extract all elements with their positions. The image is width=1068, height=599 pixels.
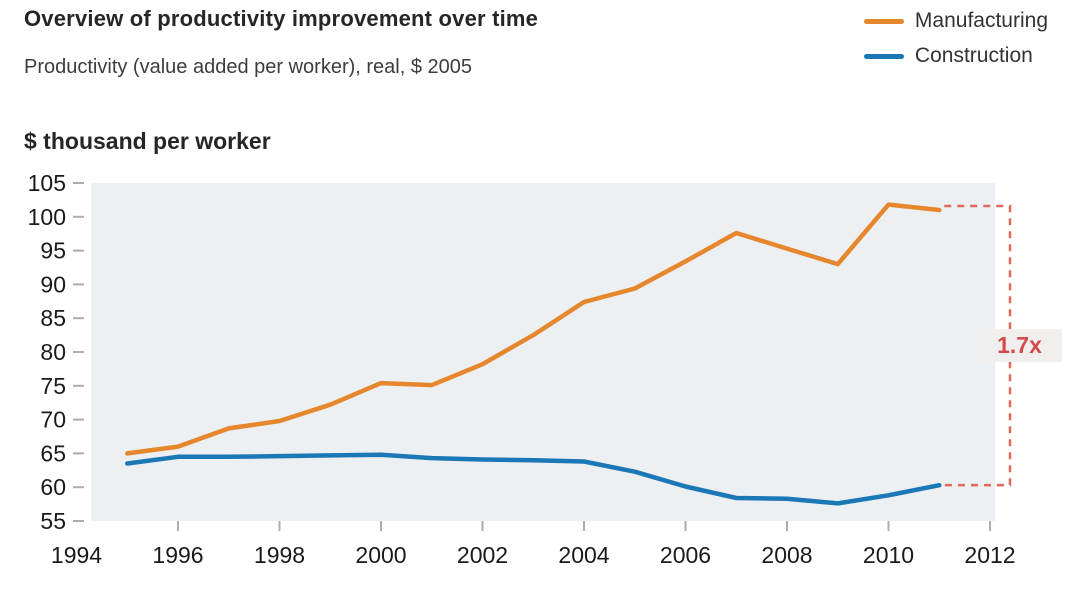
x-axis-tick-label: 1996 [152, 542, 203, 568]
legend-label-construction: Construction [914, 44, 1033, 67]
chart-header: Overview of productivity improvement ove… [24, 6, 538, 79]
series-line-construction [125, 452, 942, 506]
y-axis-tick-label: 60 [40, 474, 66, 500]
y-axis-tick-label: 85 [40, 305, 66, 331]
x-axis-tick-label: 2012 [964, 542, 1015, 568]
y-axis-tick-label: 80 [40, 339, 66, 365]
y-axis-tick-label: 70 [40, 407, 66, 433]
legend-label-manufacturing: Manufacturing [914, 9, 1048, 32]
page-title: Overview of productivity improvement ove… [24, 6, 539, 31]
plot-area-background [91, 183, 995, 521]
y-axis-tick-label: 55 [40, 508, 66, 534]
x-axis-tick-label: 2002 [457, 542, 508, 568]
x-axis-tick-label: 1998 [254, 542, 305, 568]
series-line-manufacturing [125, 202, 942, 456]
y-axis-tick-label: 90 [40, 271, 66, 297]
x-axis-tick-label: 1994 [51, 542, 102, 568]
y-axis-tick-label: 65 [40, 440, 66, 466]
x-axis-tick-label: 2004 [558, 542, 609, 568]
x-axis-tick-label: 2008 [761, 542, 812, 568]
legend-item-construction: Construction [863, 43, 1048, 69]
y-axis-tick-label: 95 [40, 238, 66, 264]
legend-item-manufacturing: Manufacturing [863, 8, 1048, 34]
construction-line-swatch [863, 53, 904, 59]
x-axis-tick-label: 2006 [660, 542, 711, 568]
x-axis-tick-label: 2000 [355, 542, 406, 568]
x-axis-tick-label: 2010 [863, 542, 914, 568]
y-axis-tick-label: 75 [40, 373, 66, 399]
chart-legend: Manufacturing Construction [863, 8, 1048, 69]
page-subtitle: Productivity (value added per worker), r… [24, 56, 473, 78]
manufacturing-line-swatch [863, 18, 904, 24]
y-axis-title: $ thousand per worker [24, 128, 271, 154]
y-axis-tick-label: 100 [28, 204, 66, 230]
y-axis-tick-label: 105 [28, 170, 66, 196]
ratio-annotation-badge: 1.7x [977, 329, 1062, 362]
ratio-annotation-dashed-line [944, 204, 1012, 487]
